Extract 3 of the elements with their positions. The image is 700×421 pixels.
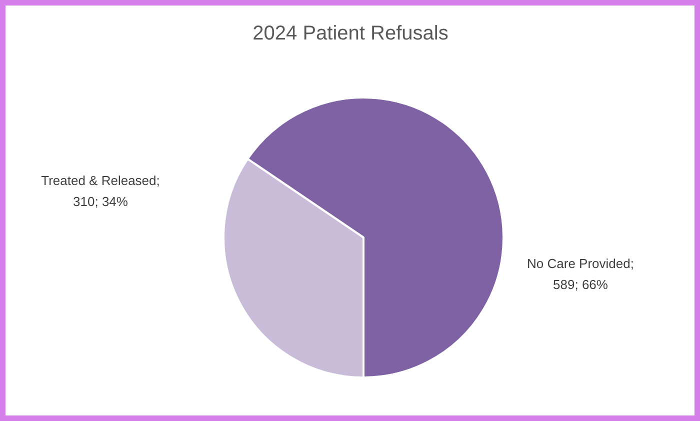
slice-label: Treated & Released; 310; 34%: [41, 172, 160, 209]
chart-title: 2024 Patient Refusals: [252, 22, 448, 44]
slice-label: No Care Provided; 589; 66%: [527, 256, 634, 292]
